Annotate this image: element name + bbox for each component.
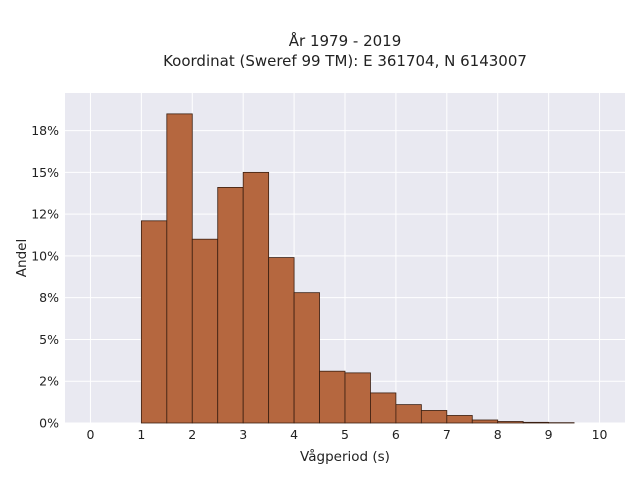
histogram-bar (319, 370, 346, 424)
histogram-bar (420, 410, 448, 424)
y-tick-label: 18% (31, 123, 59, 138)
y-tick-label: 0% (39, 416, 59, 431)
x-tick-label: 9 (545, 427, 553, 442)
x-tick-label: 10 (592, 427, 608, 442)
x-tick-label: 1 (137, 427, 145, 442)
bars (140, 113, 575, 424)
histogram-bar (370, 392, 397, 424)
histogram-bar (344, 372, 371, 424)
y-tick-label: 12% (31, 207, 59, 222)
histogram-bar (242, 171, 270, 424)
y-tick-label: 5% (39, 332, 59, 347)
x-tick-label: 8 (494, 427, 502, 442)
histogram-bar (395, 404, 422, 424)
histogram-bar (497, 421, 524, 424)
x-axis-title: Vågperiod (s) (300, 448, 390, 465)
x-tick-labels: 0 1 2 3 4 5 6 7 8 9 10 (86, 427, 607, 442)
histogram-bar (217, 187, 244, 424)
chart-title: År 1979 - 2019 (289, 31, 402, 50)
x-tick-label: 6 (392, 427, 400, 442)
y-axis-title: Andel (14, 239, 30, 277)
y-tick-label: 8% (39, 290, 59, 305)
histogram-bar (293, 292, 320, 424)
chart-subtitle: Koordinat (Sweref 99 TM): E 361704, N 61… (163, 52, 527, 70)
x-tick-label: 2 (188, 427, 196, 442)
y-tick-labels: 0% 2% 5% 8% 10% 12% 15% 18% (31, 123, 59, 430)
x-tick-label: 5 (341, 427, 349, 442)
y-tick-label: 10% (31, 248, 59, 263)
histogram-bar (471, 419, 499, 424)
histogram-bar (140, 220, 168, 424)
y-tick-label: 2% (39, 374, 59, 389)
x-tick-label: 4 (290, 427, 298, 442)
histogram-bar (191, 238, 219, 424)
y-tick-label: 15% (31, 165, 59, 180)
histogram-bar (166, 113, 193, 424)
histogram-bar (522, 421, 550, 424)
x-tick-label: 7 (443, 427, 451, 442)
histogram-bar (446, 415, 473, 424)
histogram-bar (268, 257, 295, 424)
x-tick-label: 0 (86, 427, 94, 442)
x-tick-label: 3 (239, 427, 247, 442)
